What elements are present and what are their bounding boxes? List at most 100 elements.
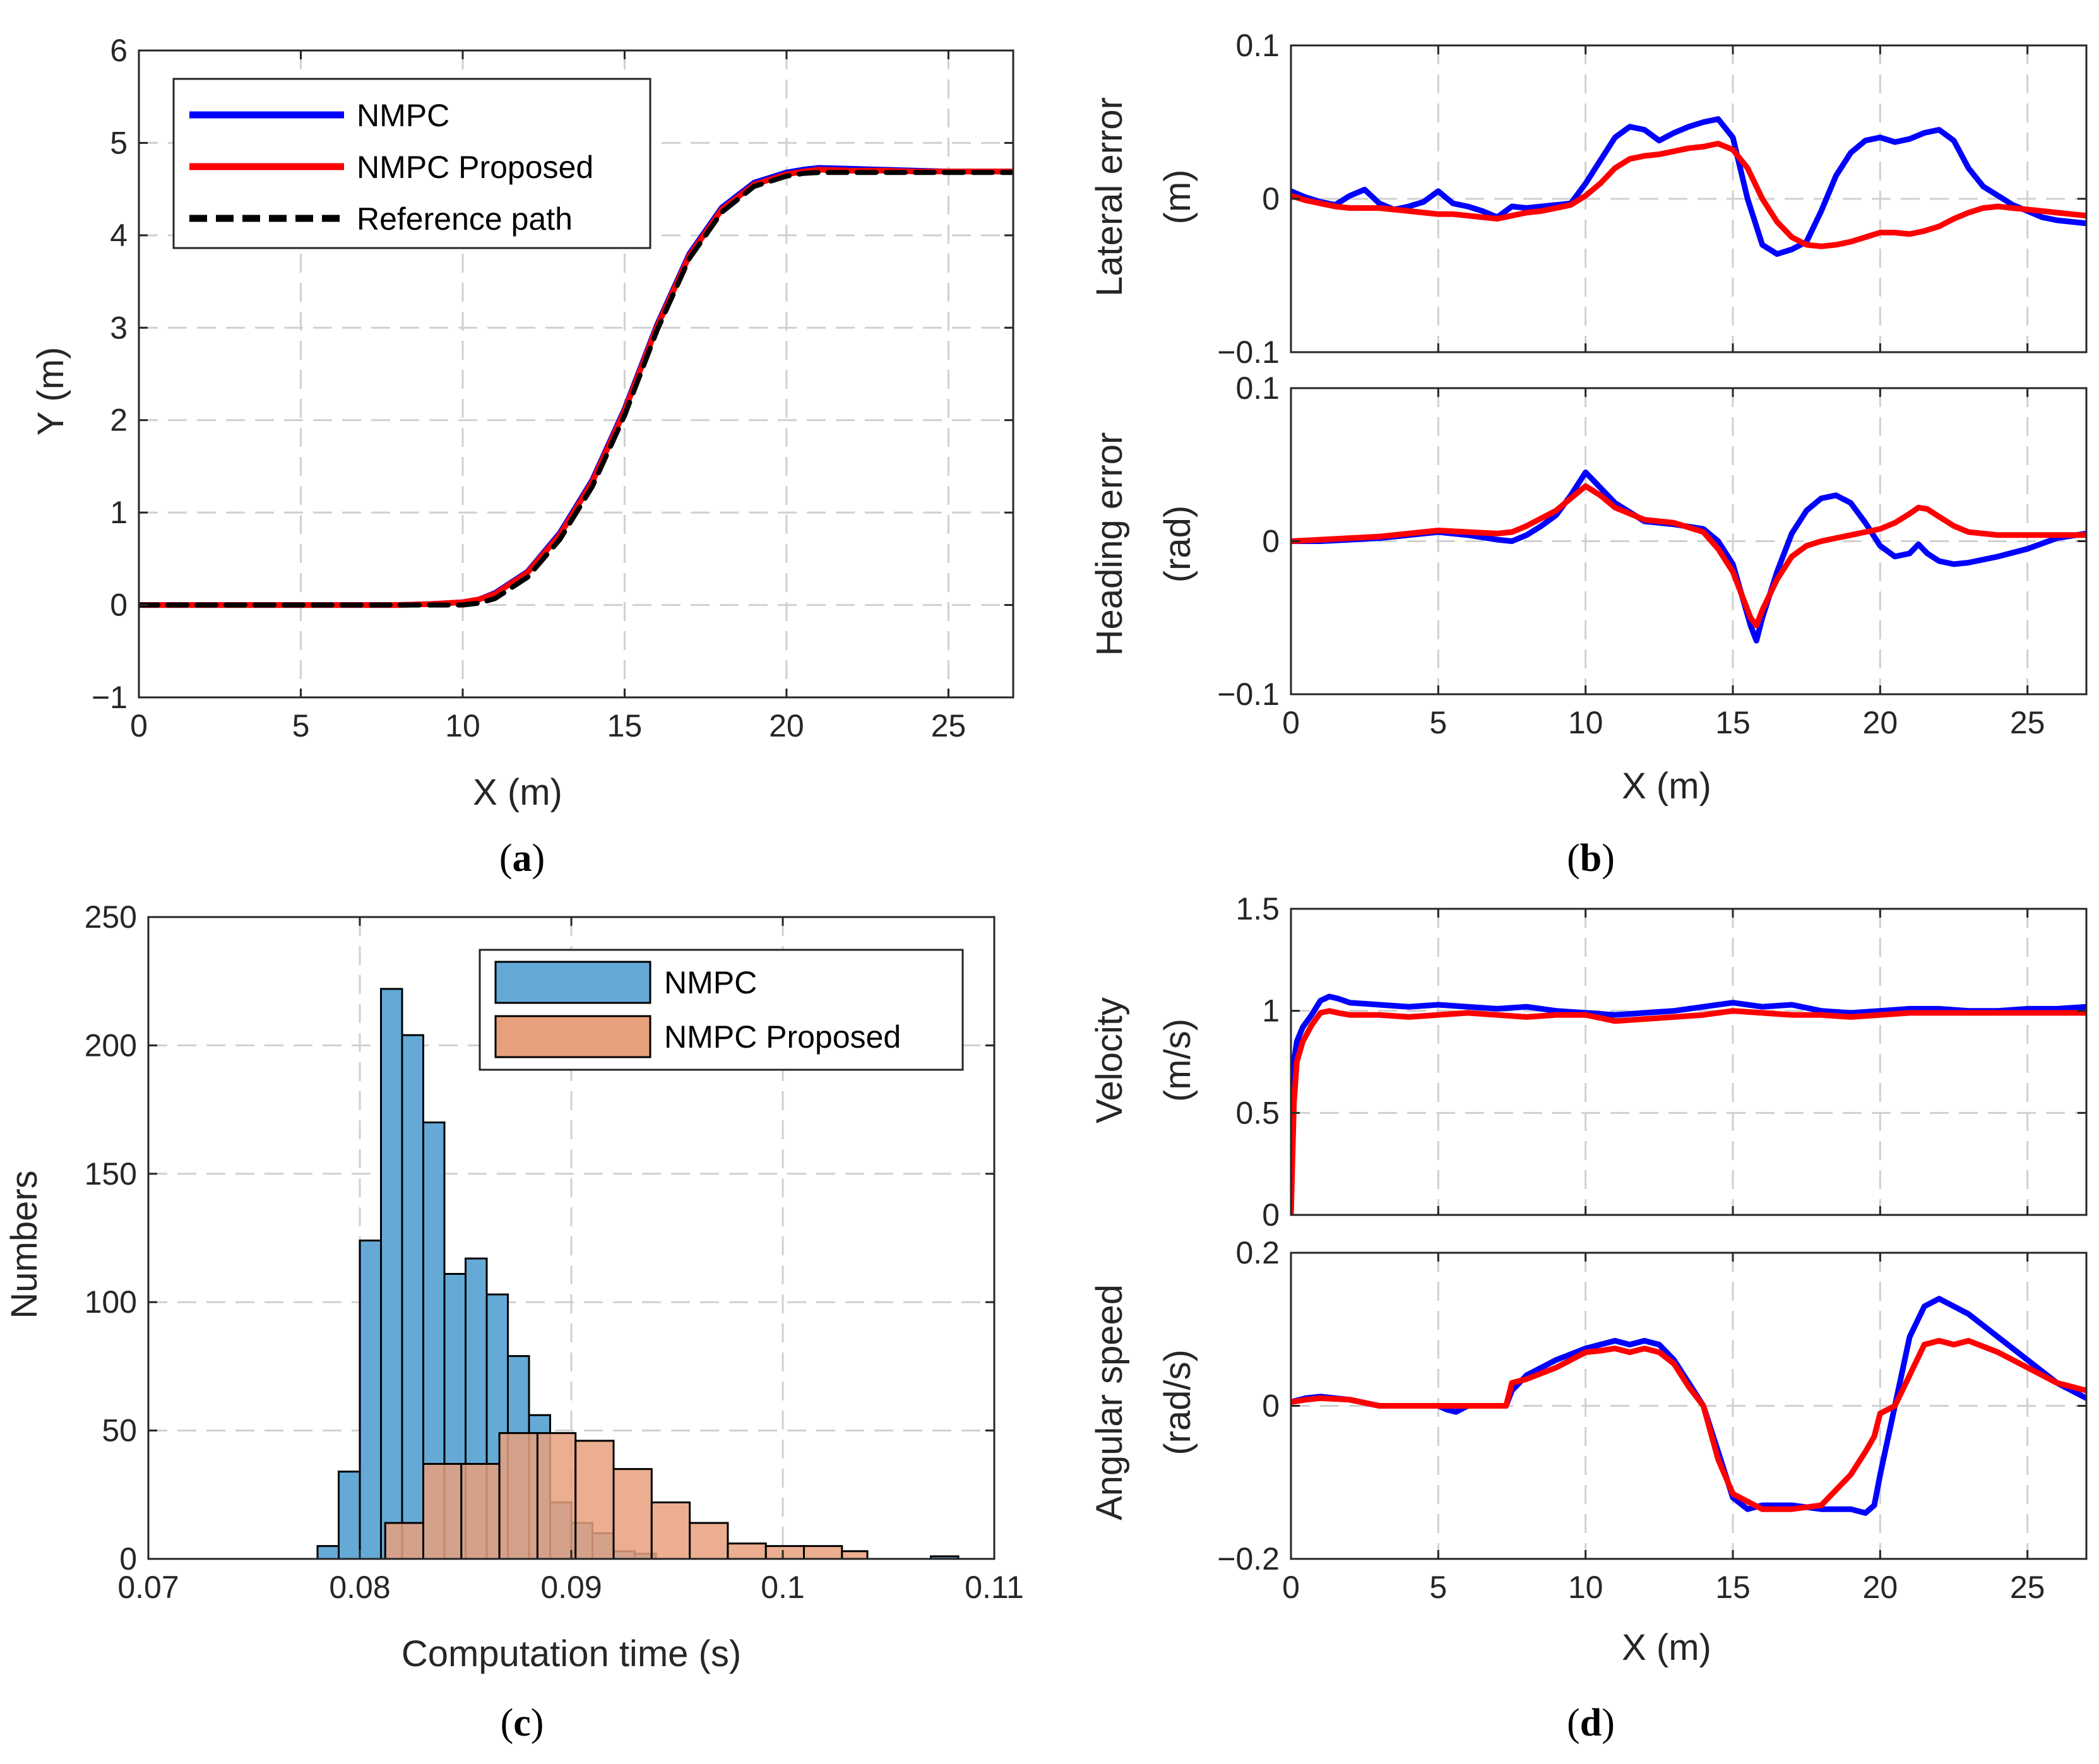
- series-line-d2-nmpc-proposed: [1291, 1337, 2086, 1512]
- ylabel-d1-line2: (m/s): [1157, 1019, 1198, 1102]
- ytick-label-d1-3: 1.5: [1235, 891, 1280, 926]
- caption-b: (b): [1567, 837, 1615, 880]
- xtick-label-a-0: 0: [130, 708, 148, 743]
- ytick-label-a-6: 5: [110, 125, 128, 160]
- ylabel-c: Numbers: [4, 1170, 45, 1318]
- caption-c: (c): [501, 1702, 544, 1744]
- bar-nmpc-proposed-5: [574, 1440, 615, 1560]
- xlabel-d: X (m): [1622, 1627, 1711, 1668]
- caption-d: (d): [1567, 1702, 1615, 1744]
- series-line-b1-nmpc-proposed: [1291, 141, 2086, 249]
- series-line-d1-nmpc: [1291, 993, 2086, 1214]
- xlabel-b: X (m): [1622, 766, 1711, 807]
- ytick-label-d2-0: −0.2: [1217, 1541, 1280, 1577]
- bar-nmpc-4: [401, 1034, 424, 1560]
- legend-a-reference-label: Reference path: [357, 201, 573, 237]
- xtick-label-c-1: 0.08: [329, 1570, 390, 1605]
- legend-c-nmpc-swatch: [494, 961, 651, 1004]
- xtick-label-a-4: 20: [769, 708, 804, 743]
- xtick-label-b2-3: 15: [1715, 705, 1751, 740]
- plot-d-velocity: 0 0.5 1 1.5: [1235, 891, 2088, 1233]
- xtick-label-d2-0: 0: [1282, 1570, 1300, 1605]
- ytick-label-a-3: 2: [110, 403, 128, 438]
- ytick-label-c-2: 100: [85, 1284, 137, 1320]
- ytick-label-a-0: −1: [92, 680, 128, 715]
- ytick-label-b1-0: −0.1: [1217, 334, 1280, 370]
- legend-a: NMPC NMPC Proposed Reference path: [172, 78, 651, 249]
- bar-nmpc-proposed-8: [689, 1522, 729, 1560]
- series-line-b2-nmpc-proposed: [1291, 483, 2086, 629]
- panel-b: −0.100.1 0 5 10 15 20 25−0.100.1 Lateral erro…: [1089, 28, 2088, 880]
- xtick-label-a-5: 25: [931, 708, 966, 743]
- xtick-label-d2-2: 10: [1568, 1570, 1603, 1605]
- ylabel-a: Y (m): [30, 347, 71, 436]
- xtick-label-b2-1: 5: [1429, 705, 1447, 740]
- xtick-label-b2-2: 10: [1568, 705, 1603, 740]
- xtick-label-b2-0: 0: [1282, 705, 1300, 740]
- ytick-label-c-1: 50: [102, 1413, 137, 1448]
- panel-c: 0.07 0.08 0.09 0.1 0.11 0 50 100 150 200 250 Compu…: [4, 899, 1024, 1744]
- series-line-a-reference-path: [139, 170, 1013, 608]
- ytick-label-c-5: 250: [85, 899, 137, 935]
- caption-a-letter: a: [513, 837, 532, 880]
- bar-nmpc-1: [338, 1471, 361, 1560]
- series-line-b1-nmpc: [1291, 116, 2086, 257]
- ytick-label-d1-2: 1: [1262, 993, 1280, 1029]
- xtick-label-b2-4: 20: [1863, 705, 1898, 740]
- plot-d-angular-speed: 0 5 10 15 20 25−0.200.2: [1217, 1235, 2088, 1605]
- ylabel-d2-line2: (rad/s): [1157, 1349, 1198, 1455]
- ytick-label-b2-2: 0.1: [1235, 370, 1280, 406]
- legend-c-proposed-label: NMPC Proposed: [664, 1019, 901, 1055]
- bar-nmpc-proposed-7: [650, 1501, 691, 1560]
- xtick-label-c-3: 0.1: [761, 1570, 805, 1605]
- bar-nmpc-proposed-2: [460, 1462, 501, 1560]
- bar-nmpc-3: [380, 988, 403, 1560]
- ytick-label-d2-2: 0.2: [1235, 1235, 1280, 1270]
- bar-nmpc-2: [359, 1240, 382, 1560]
- ytick-label-a-7: 6: [110, 33, 128, 68]
- legend-c-proposed-swatch: [494, 1015, 651, 1058]
- ytick-label-b2-1: 0: [1262, 524, 1280, 559]
- bar-nmpc-proposed-9: [727, 1542, 767, 1560]
- caption-c-letter: c: [513, 1702, 531, 1744]
- xtick-label-c-0: 0.07: [117, 1570, 179, 1605]
- ylabel-b2-line2: (rad): [1157, 506, 1198, 583]
- ylabel-b2-line1: Heading error: [1089, 432, 1130, 656]
- ylabel-d1-line1: Velocity: [1089, 997, 1130, 1123]
- caption-d-letter: d: [1580, 1702, 1602, 1744]
- ytick-label-d1-1: 0.5: [1235, 1095, 1280, 1130]
- bar-nmpc-proposed-11: [803, 1545, 843, 1560]
- plot-b-lateral-error: −0.1 0 0.1: [1217, 28, 2088, 370]
- plot-a-frame: [138, 49, 1014, 699]
- bar-nmpc-proposed-12: [841, 1550, 869, 1560]
- xtick-label-a-1: 5: [292, 708, 310, 743]
- xtick-label-d2-5: 25: [2010, 1570, 2045, 1605]
- plot-d1-frame: [1290, 908, 2088, 1216]
- xtick-label-b2-5: 25: [2010, 705, 2045, 740]
- xtick-label-c-2: 0.09: [540, 1570, 602, 1605]
- plot-b-heading-error: 0 5 10 15 20 25−0.100.1: [1217, 370, 2088, 740]
- ytick-label-b2-0: −0.1: [1217, 677, 1280, 712]
- caption-a: (a): [499, 837, 545, 880]
- bar-nmpc-proposed-4: [536, 1432, 577, 1560]
- xlabel-a: X (m): [473, 772, 562, 813]
- ytick-label-a-5: 4: [110, 218, 128, 253]
- ytick-label-d1-0: 0: [1262, 1197, 1280, 1233]
- ytick-label-b1-1: 0: [1262, 181, 1280, 216]
- plot-d1-area: [1291, 909, 2086, 1215]
- series-line-d1-nmpc-proposed: [1291, 1008, 2086, 1215]
- bar-nmpc-proposed-10: [764, 1545, 805, 1560]
- ytick-label-b1-2: 0.1: [1235, 28, 1280, 63]
- bar-nmpc-0: [316, 1545, 340, 1560]
- ytick-label-a-4: 3: [110, 310, 128, 345]
- xtick-label-d2-4: 20: [1863, 1570, 1898, 1605]
- xtick-label-c-4: 0.11: [965, 1570, 1024, 1605]
- xtick-label-d2-1: 5: [1429, 1570, 1447, 1605]
- legend-c-nmpc-label: NMPC: [664, 965, 757, 1000]
- xlabel-c: Computation time (s): [401, 1633, 741, 1674]
- caption-b-letter: b: [1580, 837, 1602, 880]
- ytick-label-c-0: 0: [119, 1541, 137, 1577]
- ytick-label-d2-1: 0: [1262, 1388, 1280, 1424]
